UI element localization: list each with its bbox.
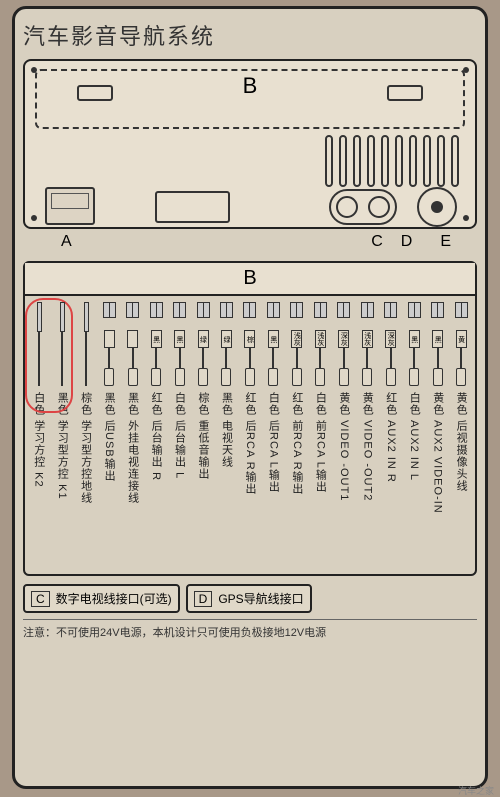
port-e-label: E <box>440 233 451 251</box>
vent-slots <box>325 135 459 187</box>
wire-16: 黑白色 AUX2 IN L <box>403 302 426 572</box>
wire-8: 绿黑色 电视天线 <box>215 302 238 572</box>
wire-11: 浅灰红色 前RCA R输出 <box>285 302 308 572</box>
port-a-label: A <box>61 233 72 251</box>
c-interface-box: C 数字电视线接口(可选) <box>23 584 180 613</box>
wire-5: 黑红色 后台输出 R <box>144 302 167 572</box>
wire-2: 棕色 学习型方控地线 <box>74 302 97 572</box>
warning-note: 注意：不可使用24V电源，本机设计只可使用负极接地12V电源 <box>23 619 477 640</box>
wire-18: 黄黄色 后视摄像头线 <box>449 302 472 572</box>
label-panel: 汽车影音导航系统 B A C D E B 白色 学习方控 K2黑色 学习型方控 … <box>12 6 488 789</box>
pinout-header: B <box>25 263 475 296</box>
wire-12: 浅灰白色 前RCA L输出 <box>309 302 332 572</box>
connector-b-label: B <box>243 73 258 99</box>
connector-b-outline: B <box>35 69 465 129</box>
wire-10: 黑白色 后RCA L输出 <box>262 302 285 572</box>
port-c-label: C <box>371 233 383 251</box>
port-e <box>417 187 457 227</box>
port-d-label: D <box>401 233 413 251</box>
port-rect <box>155 191 230 223</box>
watermark: 汽车之家 <box>458 784 494 797</box>
back-panel-diagram: B <box>23 59 477 229</box>
wire-13: 深灰黄色 VIDEO -OUT1 <box>332 302 355 572</box>
port-labels-row: A C D E <box>23 233 477 251</box>
wire-14: 浅灰黄色 VIDEO -OUT2 <box>356 302 379 572</box>
wire-6: 黑白色 后台输出 L <box>168 302 191 572</box>
wire-17: 黑黄色 AUX2 VIDEO-IN <box>426 302 449 572</box>
pinout-diagram: B 白色 学习方控 K2黑色 学习型方控 K1棕色 学习型方控地线黑色 后USB… <box>23 261 477 576</box>
wire-0: 白色 学习方控 K2 <box>27 302 50 572</box>
port-a <box>45 187 95 225</box>
wire-9: 棕红色 后RCA R输出 <box>238 302 261 572</box>
wire-row: 白色 学习方控 K2黑色 学习型方控 K1棕色 学习型方控地线黑色 后USB输出… <box>25 296 475 574</box>
wire-15: 深灰红色 AUX2 IN R <box>379 302 402 572</box>
port-cd <box>329 189 397 225</box>
d-interface-box: D GPS导航线接口 <box>186 584 312 613</box>
wire-1: 黑色 学习型方控 K1 <box>50 302 73 572</box>
wire-4: 黑色 外挂电视连接线 <box>121 302 144 572</box>
wire-3: 黑色 后USB输出 <box>97 302 120 572</box>
bottom-row: C 数字电视线接口(可选) D GPS导航线接口 <box>23 584 477 613</box>
clip-right <box>387 85 423 101</box>
main-title: 汽车影音导航系统 <box>23 19 477 51</box>
wire-7: 绿棕色 重低音输出 <box>191 302 214 572</box>
clip-left <box>77 85 113 101</box>
